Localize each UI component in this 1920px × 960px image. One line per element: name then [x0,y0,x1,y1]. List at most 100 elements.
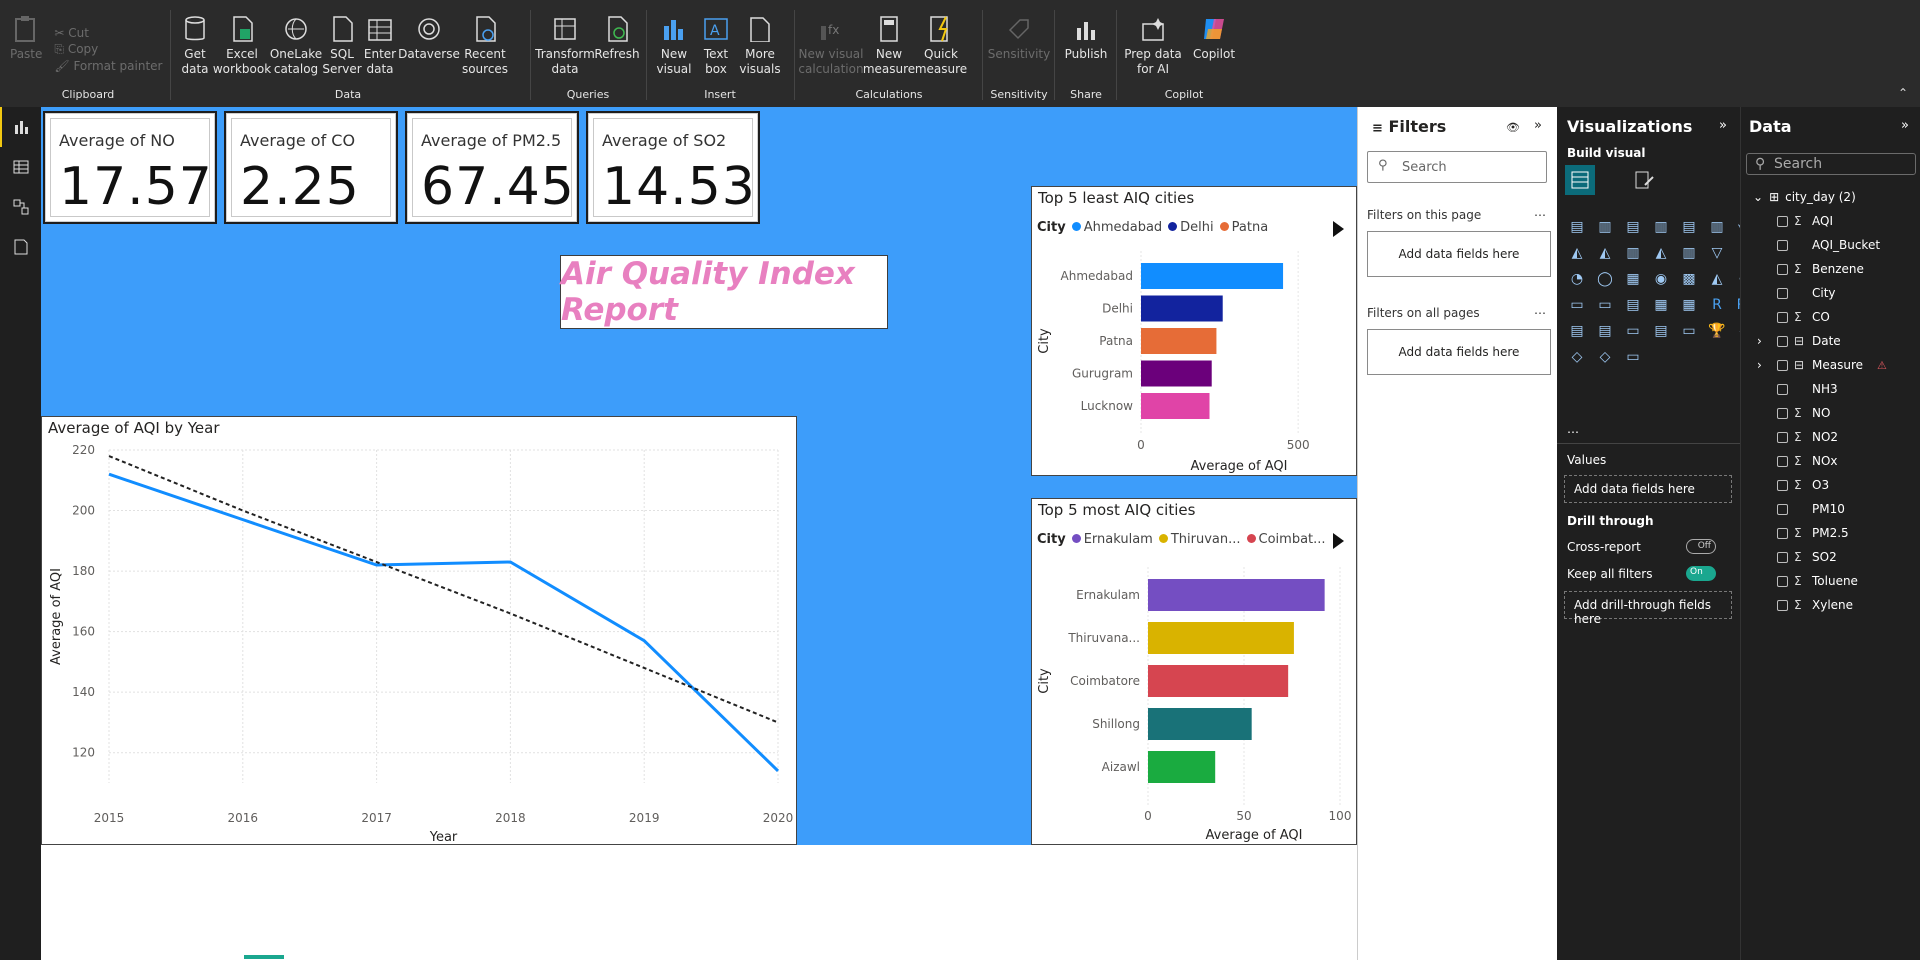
kpi-card-no[interactable]: Average of NO 17.57 [43,111,217,224]
field-checkbox[interactable] [1777,503,1788,515]
diamond-visual-icon[interactable]: ◇ [1599,349,1611,365]
report-view-icon[interactable] [0,107,41,147]
funnel-visual-icon[interactable]: ▽ [1711,245,1723,261]
collapse-filters-icon[interactable]: » [1534,118,1542,133]
trophy-visual-icon[interactable]: 🏆 [1708,323,1726,339]
field-checkbox[interactable] [1777,311,1788,323]
kpi-card-co[interactable]: Average of CO 2.25 [224,111,398,224]
pie-visual-icon[interactable]: ◔ [1570,271,1584,287]
more-options-icon[interactable]: … [1534,205,1546,219]
field-aqi[interactable]: Σ AQI [1777,211,1833,231]
decomposition-tree-visual-icon[interactable]: ▤ [1598,323,1612,339]
field-checkbox[interactable] [1777,407,1788,419]
table-view-icon[interactable] [0,147,41,187]
collapse-ribbon-icon[interactable]: ⌃ [1897,86,1908,100]
onelake-button[interactable]: OneLake catalog [270,14,322,77]
field-no2[interactable]: Σ NO2 [1777,427,1838,447]
100-column-visual-icon[interactable]: ▥ [1710,219,1724,235]
data-search-input[interactable]: ⚲ Search [1746,153,1916,175]
dataverse-button[interactable]: Dataverse [398,14,460,62]
new-visual-calculation-button[interactable]: fx New visual calculation [798,14,863,77]
field-toluene[interactable]: Σ Toluene [1777,571,1858,591]
new-visual-button[interactable]: New visual [652,14,696,77]
kpi-card-so2[interactable]: Average of SO2 14.53 [586,111,760,224]
paste-button[interactable]: Paste [8,14,44,62]
qa-visual-icon[interactable]: ▭ [1626,323,1640,339]
sql-server-button[interactable]: SQL Server [322,14,362,77]
100-bar-visual-icon[interactable]: ▤ [1682,219,1696,235]
bar-chart-least-visual[interactable]: Top 5 least AIQ cities City Ahmedabad Delh… [1031,186,1357,476]
dax-query-view-icon[interactable] [0,227,41,267]
field-checkbox[interactable] [1777,383,1788,395]
more-visuals-button[interactable]: More visuals [736,14,784,77]
table-visual-icon[interactable]: ▦ [1654,297,1668,313]
all-pages-filter-drop-zone[interactable]: Add data fields here [1367,329,1551,375]
play-icon[interactable] [1333,221,1344,237]
values-drop-zone[interactable]: Add data fields here [1564,475,1732,503]
quick-measure-button[interactable]: Quick measure [915,14,967,77]
key-influencers-visual-icon[interactable]: ▤ [1570,323,1584,339]
drill-through-drop-zone[interactable]: Add drill-through fields here [1564,591,1732,626]
refresh-button[interactable]: Refresh [594,14,640,62]
play-icon[interactable] [1333,533,1344,549]
field-city[interactable]: City [1777,283,1836,303]
prep-data-ai-button[interactable]: Prep data for AI [1122,14,1184,77]
paginated-visual-icon[interactable]: ▭ [1682,323,1696,339]
excel-button[interactable]: Excel workbook [213,14,271,77]
ribbon-visual-icon[interactable]: ◭ [1655,245,1667,261]
line-chart-visual[interactable]: Average of AQI by Year 120 140 160 180 200 22… [41,416,797,845]
treemap-visual-icon[interactable]: ▦ [1626,271,1640,287]
page-scrollbar[interactable] [244,955,284,959]
field-o3[interactable]: Σ O3 [1777,475,1829,495]
filled-map-visual-icon[interactable]: ▩ [1682,271,1696,287]
cross-report-toggle[interactable]: Off [1686,539,1716,554]
cut-button[interactable]: ✂ Cut [54,26,89,40]
field-checkbox[interactable] [1777,599,1788,611]
card-visual-icon[interactable]: ▭ [1570,297,1584,313]
enter-data-button[interactable]: Enter data [362,14,398,77]
field-aqi-bucket[interactable]: AQI_Bucket [1777,235,1880,255]
field-checkbox[interactable] [1777,263,1788,275]
field-checkbox[interactable] [1777,551,1788,563]
collapse-data-icon[interactable]: » [1901,118,1909,133]
stacked-column-visual-icon[interactable]: ▥ [1598,219,1612,235]
field-checkbox[interactable] [1777,527,1788,539]
field-so2[interactable]: Σ SO2 [1777,547,1837,567]
more-options-icon[interactable]: … [1534,303,1546,317]
field-nh3[interactable]: NH3 [1777,379,1838,399]
copy-button[interactable]: ⎘ Copy [54,42,99,56]
azure-map-visual-icon[interactable]: ◭ [1711,271,1723,287]
field-checkbox[interactable] [1777,479,1788,491]
get-data-button[interactable]: Get data [176,14,214,77]
more-visuals-ellipsis[interactable]: … [1567,422,1579,436]
eye-icon[interactable]: 👁 [1506,121,1520,134]
field-checkbox[interactable] [1777,455,1788,467]
page-filter-drop-zone[interactable]: Add data fields here [1367,231,1551,277]
field-checkbox[interactable] [1777,359,1788,371]
area-visual-icon[interactable]: ◭ [1571,245,1583,261]
report-title-box[interactable]: Air Quality Index Report [560,255,888,329]
narrative-visual-icon[interactable]: ▤ [1654,323,1668,339]
field-nox[interactable]: Σ NOx [1777,451,1838,471]
stacked-area-visual-icon[interactable]: ◭ [1599,245,1611,261]
recent-sources-button[interactable]: Recent sources [460,14,510,77]
field-pm10[interactable]: PM10 [1777,499,1845,519]
format-painter-button[interactable]: 🖌 Format painter [54,59,163,73]
arrows-visual-icon[interactable]: ▭ [1626,349,1640,365]
field-checkbox[interactable] [1777,287,1788,299]
field-xylene[interactable]: Σ Xylene [1777,595,1853,615]
field-pm2-5[interactable]: Σ PM2.5 [1777,523,1849,543]
clustered-bar-visual-icon[interactable]: ▤ [1626,219,1640,235]
sensitivity-button[interactable]: Sensitivity [988,14,1050,62]
line-column-visual-icon[interactable]: ▥ [1626,245,1640,261]
field-checkbox[interactable] [1777,575,1788,587]
kpi-visual-icon[interactable]: ▭ [1598,297,1612,313]
clustered-column-visual-icon[interactable]: ▥ [1654,219,1668,235]
text-box-button[interactable]: A Text box [698,14,734,77]
field-measure[interactable]: › ⊟ Measure ⚠ [1757,355,1887,375]
field-checkbox[interactable] [1777,335,1788,347]
model-view-icon[interactable] [0,187,41,227]
field-checkbox[interactable] [1777,239,1788,251]
bar-chart-most-visual[interactable]: Top 5 most AIQ cities City Ernakulam Thiru… [1031,498,1357,845]
publish-button[interactable]: Publish [1060,14,1112,62]
